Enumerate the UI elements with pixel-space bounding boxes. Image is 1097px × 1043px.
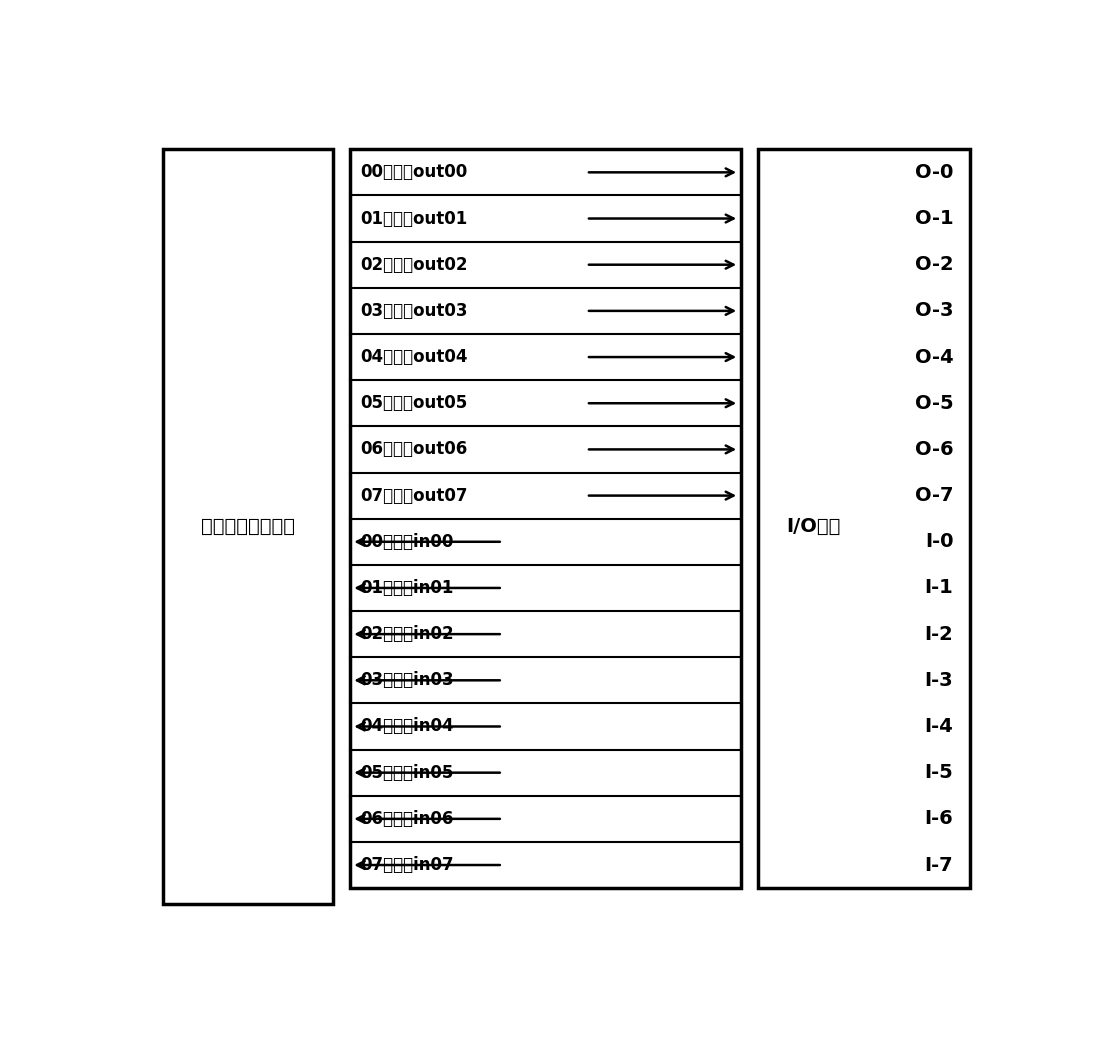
Text: 03号输出out03: 03号输出out03 [360, 301, 467, 320]
Text: 04号输出out04: 04号输出out04 [360, 348, 467, 366]
Text: 05号输入in05: 05号输入in05 [360, 763, 453, 781]
Text: 07号输出out07: 07号输出out07 [360, 487, 467, 505]
Text: I-7: I-7 [925, 855, 953, 874]
Text: 00号输出out00: 00号输出out00 [360, 164, 467, 181]
Bar [162, 149, 332, 904]
Text: I-2: I-2 [925, 625, 953, 644]
Text: 02号输入in02: 02号输入in02 [360, 625, 453, 644]
Text: O-5: O-5 [915, 394, 953, 413]
Text: 07号输入in07: 07号输入in07 [360, 856, 453, 874]
Text: 01号输入in01: 01号输入in01 [360, 579, 453, 597]
Text: O-2: O-2 [915, 256, 953, 274]
Text: 04号输入in04: 04号输入in04 [360, 718, 453, 735]
Text: 02号输出out02: 02号输出out02 [360, 256, 467, 273]
Text: 05号输出out05: 05号输出out05 [360, 394, 467, 412]
Text: I-5: I-5 [925, 763, 953, 782]
Text: O-0: O-0 [915, 163, 953, 181]
Text: 03号输入in03: 03号输入in03 [360, 672, 453, 689]
Text: 06号输出out06: 06号输出out06 [360, 440, 467, 459]
Text: 软电路驱动层模块: 软电路驱动层模块 [201, 517, 295, 536]
Text: O-6: O-6 [915, 440, 953, 459]
Text: I-0: I-0 [925, 532, 953, 552]
Text: 06号输入in06: 06号输入in06 [360, 809, 453, 828]
Text: I-6: I-6 [925, 809, 953, 828]
Text: O-4: O-4 [915, 347, 953, 366]
Text: 00号输入in00: 00号输入in00 [360, 533, 453, 551]
Text: I-1: I-1 [925, 579, 953, 598]
Text: O-3: O-3 [915, 301, 953, 320]
Text: I/O端子: I/O端子 [785, 517, 840, 536]
Text: I-3: I-3 [925, 671, 953, 689]
Text: O-7: O-7 [915, 486, 953, 505]
Bar [350, 149, 740, 889]
Text: 01号输出out01: 01号输出out01 [360, 210, 467, 227]
Text: O-1: O-1 [915, 209, 953, 228]
Text: I-4: I-4 [925, 717, 953, 736]
Bar [758, 149, 971, 889]
